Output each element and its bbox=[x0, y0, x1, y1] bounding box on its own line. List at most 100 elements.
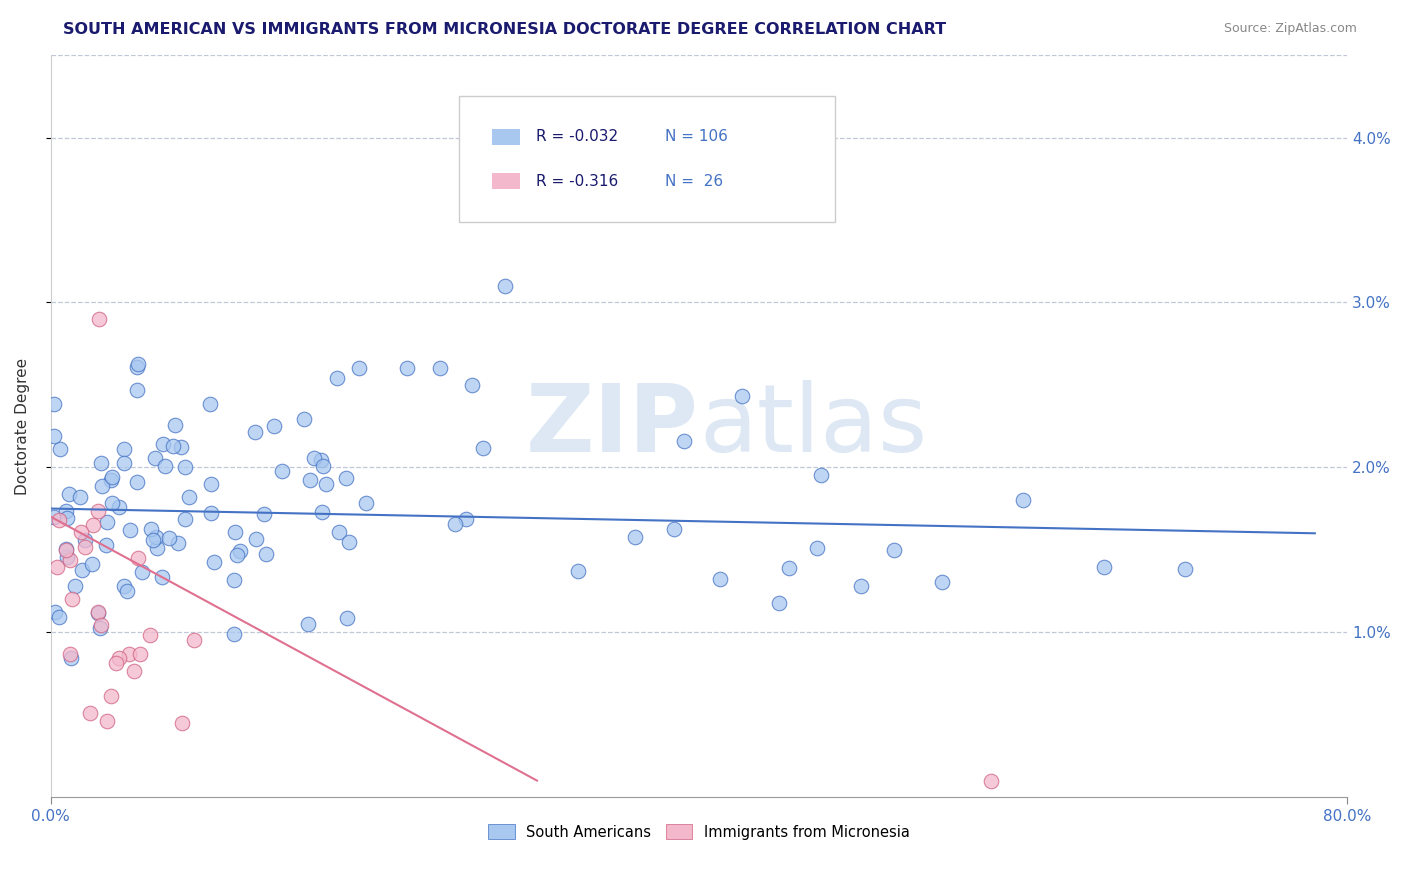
Point bbox=[980, 773, 1002, 788]
Point bbox=[75, 533, 97, 548]
Point bbox=[42, 429, 65, 443]
Point bbox=[100, 470, 122, 484]
Text: R = -0.316: R = -0.316 bbox=[536, 174, 619, 189]
Point bbox=[125, 475, 148, 489]
Point bbox=[145, 530, 167, 544]
Point bbox=[143, 451, 166, 466]
Point bbox=[471, 442, 494, 456]
Point bbox=[152, 437, 174, 451]
Point bbox=[165, 417, 187, 432]
FancyBboxPatch shape bbox=[460, 96, 835, 222]
Point bbox=[198, 397, 221, 411]
Point bbox=[73, 540, 96, 554]
Point bbox=[162, 439, 184, 453]
Point bbox=[45, 559, 67, 574]
Text: Source: ZipAtlas.com: Source: ZipAtlas.com bbox=[1223, 22, 1357, 36]
Point bbox=[730, 389, 752, 403]
Point bbox=[1092, 559, 1115, 574]
Point bbox=[96, 516, 118, 530]
Point bbox=[347, 361, 370, 376]
Point bbox=[336, 611, 359, 625]
Point bbox=[89, 312, 111, 326]
Point bbox=[326, 371, 349, 385]
Point bbox=[127, 360, 149, 375]
Point bbox=[94, 537, 117, 551]
Point bbox=[245, 532, 267, 546]
Point bbox=[298, 473, 321, 487]
Y-axis label: Doctorate Degree: Doctorate Degree bbox=[15, 358, 30, 495]
Point bbox=[494, 279, 516, 293]
Text: atlas: atlas bbox=[699, 380, 928, 472]
Point bbox=[356, 496, 378, 510]
Point bbox=[104, 656, 127, 670]
Point bbox=[90, 456, 112, 470]
Point bbox=[200, 506, 222, 520]
Point bbox=[59, 647, 82, 661]
Point bbox=[263, 419, 285, 434]
Point bbox=[883, 543, 905, 558]
Point bbox=[59, 553, 82, 567]
Point bbox=[142, 533, 165, 547]
Point bbox=[1012, 492, 1035, 507]
Point bbox=[662, 522, 685, 536]
Text: N =  26: N = 26 bbox=[665, 174, 724, 189]
Point bbox=[125, 383, 148, 397]
Point bbox=[59, 650, 82, 665]
Point bbox=[312, 459, 335, 474]
Point bbox=[254, 547, 277, 561]
Point bbox=[849, 579, 872, 593]
Point bbox=[118, 648, 141, 662]
Point bbox=[112, 456, 135, 470]
Point bbox=[86, 504, 108, 518]
Point bbox=[202, 555, 225, 569]
Point bbox=[44, 605, 66, 619]
Point bbox=[55, 541, 77, 556]
Text: SOUTH AMERICAN VS IMMIGRANTS FROM MICRONESIA DOCTORATE DEGREE CORRELATION CHART: SOUTH AMERICAN VS IMMIGRANTS FROM MICRON… bbox=[63, 22, 946, 37]
Point bbox=[709, 573, 731, 587]
Point bbox=[58, 487, 80, 501]
Point bbox=[292, 411, 315, 425]
Point bbox=[1174, 562, 1197, 576]
Point bbox=[139, 628, 162, 642]
Point bbox=[146, 541, 169, 555]
Point bbox=[225, 549, 247, 563]
Point bbox=[170, 440, 193, 454]
Point bbox=[253, 507, 276, 521]
Legend: South Americans, Immigrants from Micronesia: South Americans, Immigrants from Microne… bbox=[482, 818, 915, 846]
Point bbox=[931, 574, 953, 589]
Point bbox=[159, 532, 181, 546]
Point bbox=[115, 583, 138, 598]
Point bbox=[80, 557, 103, 571]
Point bbox=[90, 618, 112, 632]
Point bbox=[56, 549, 79, 564]
Point bbox=[768, 596, 790, 610]
FancyBboxPatch shape bbox=[492, 173, 520, 189]
Point bbox=[297, 617, 319, 632]
Point bbox=[112, 579, 135, 593]
Point bbox=[42, 510, 65, 524]
Point bbox=[69, 490, 91, 504]
Point bbox=[79, 706, 101, 720]
Point bbox=[624, 530, 647, 544]
Point bbox=[89, 621, 111, 635]
Point bbox=[429, 361, 451, 376]
Point bbox=[96, 714, 118, 729]
Point bbox=[454, 512, 477, 526]
Point bbox=[152, 569, 174, 583]
Point bbox=[91, 479, 114, 493]
Point bbox=[567, 564, 589, 578]
Point bbox=[100, 473, 122, 487]
Point bbox=[101, 496, 124, 510]
Point bbox=[100, 689, 122, 703]
Point bbox=[177, 490, 200, 504]
Point bbox=[60, 592, 83, 607]
Text: ZIP: ZIP bbox=[526, 380, 699, 472]
Point bbox=[810, 468, 832, 483]
Point bbox=[183, 632, 205, 647]
Point bbox=[174, 512, 197, 526]
Point bbox=[82, 517, 104, 532]
Point bbox=[224, 525, 246, 540]
Point bbox=[311, 453, 333, 467]
Point bbox=[127, 550, 149, 565]
Point bbox=[778, 561, 800, 575]
